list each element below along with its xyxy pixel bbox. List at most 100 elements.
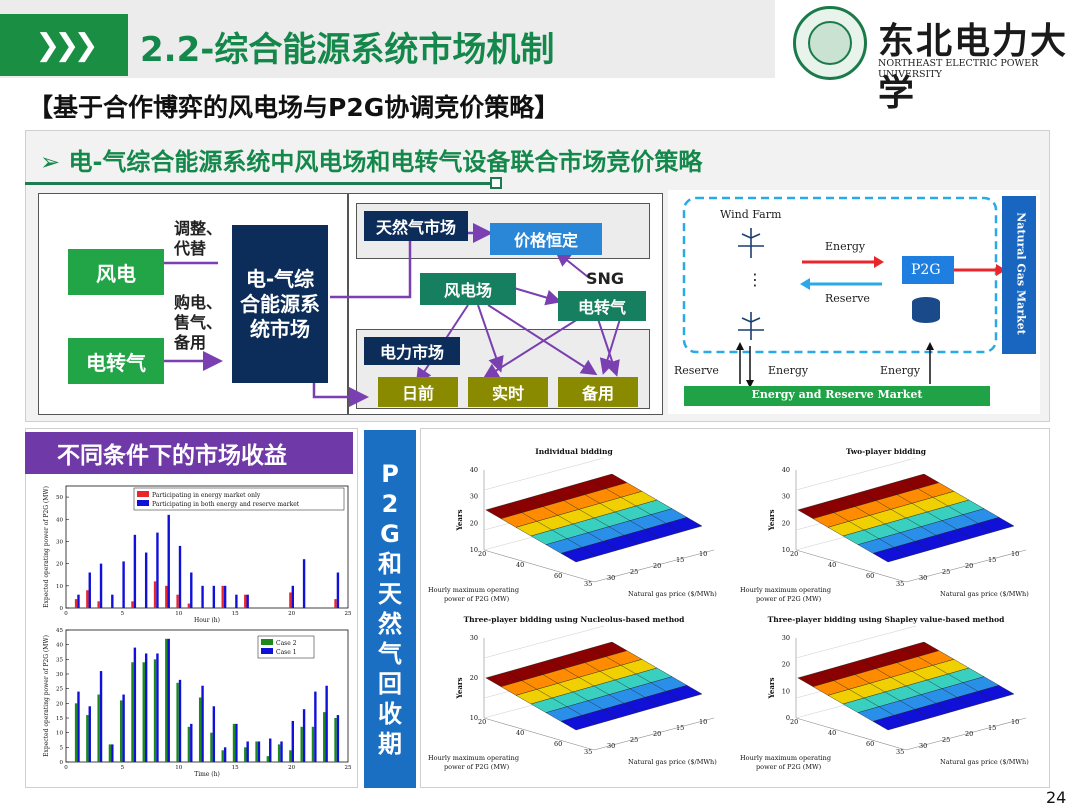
- bar: [201, 685, 204, 762]
- surface-mesh-line: [860, 659, 952, 713]
- x-tick-label: 20: [965, 562, 973, 570]
- bar: [165, 585, 168, 608]
- vertical-title-char: 天: [378, 580, 402, 608]
- bar: [336, 715, 340, 762]
- surface-plot-nucleolus: Three-player bidding using Nucleolus-bas…: [428, 615, 717, 771]
- surface-plot-shapley: Three-player bidding using Shapley value…: [740, 615, 1029, 771]
- surface-mesh-line: [506, 503, 598, 557]
- reserve-mid-label: Reserve: [825, 292, 870, 305]
- z-tick-label: 30: [782, 634, 790, 642]
- bar: [178, 545, 182, 608]
- flow-diagram: 风电 电转气 调整、代替 购电、售气、备用 电-气综合能源系统市场 天然气市场 …: [38, 193, 663, 415]
- y-axis: [795, 549, 907, 583]
- surface-mesh-line: [902, 479, 994, 533]
- bar: [111, 594, 114, 608]
- x-tick-label: 30: [919, 742, 927, 750]
- y-tick-label: 40: [56, 643, 63, 649]
- x-tick-label: 10: [175, 765, 182, 771]
- y-axis-label-line2: power of P2G (MW): [756, 763, 822, 771]
- grid-line: [483, 457, 605, 491]
- section-title: ➢ 电-气综合能源系统中风电场和电转气设备联合市场竞价策略: [40, 142, 702, 177]
- wind-turbine-icon: [738, 312, 764, 340]
- x-tick-label: 10: [175, 611, 182, 617]
- energy-bottom-label-1: Energy: [768, 364, 809, 377]
- y-tick-label: 20: [56, 562, 63, 568]
- y-tick-label: 40: [56, 517, 63, 523]
- x-tick-label: 35: [584, 748, 592, 756]
- x-tick-label: 20: [653, 562, 661, 570]
- y-tick-label: 10: [56, 731, 63, 737]
- section-title-text: 电-气综合能源系统中风电场和电转气设备联合市场竞价策略: [68, 148, 703, 176]
- vertical-title-char: 期: [378, 730, 402, 758]
- legend-entry: Participating in both energy and reserve…: [152, 501, 300, 508]
- grid-line: [795, 457, 917, 491]
- surface-mesh-line: [818, 503, 910, 557]
- market-diagram: Wind Farm Energy P2G Reserve ⋮ Reserve E…: [668, 190, 1040, 414]
- bar: [167, 514, 170, 608]
- bar: [223, 747, 227, 762]
- bar-chart-cases: 0 5 10 15 20 25 30 35 40 45 0 5 10 15 20 25 Expected ope…: [43, 628, 352, 778]
- x-axis-label: Natural gas price ($/MWh): [940, 590, 1029, 598]
- bar: [210, 732, 213, 762]
- y-axis-label-line2: power of P2G (MW): [756, 595, 822, 603]
- surface-mesh-line: [839, 497, 931, 551]
- bar: [74, 703, 78, 762]
- y-tick-label: 50: [56, 495, 63, 501]
- bar: [291, 585, 294, 608]
- y-tick-label: 60: [866, 740, 874, 748]
- bar: [133, 534, 137, 608]
- chevron-icon: ❯❯❯: [0, 14, 128, 76]
- vertical-title-char: G: [380, 520, 400, 548]
- surface-mesh-line: [590, 479, 682, 533]
- y-tick-label: 35: [56, 657, 63, 663]
- y-tick-label: 20: [790, 718, 798, 726]
- y-tick-label: 10: [56, 584, 63, 590]
- bar: [111, 744, 114, 762]
- coin-stack-icon: [912, 297, 940, 323]
- bar: [176, 594, 179, 608]
- surface-title: Three-player bidding using Shapley value…: [768, 615, 1005, 624]
- divider-square: [490, 177, 502, 189]
- z-tick-label: 30: [782, 493, 790, 501]
- bar: [269, 738, 272, 762]
- wind-box: 风电: [68, 249, 164, 295]
- surface-plot-individual: Individual bidding10203040Years204060353…: [428, 447, 717, 603]
- wind-turbine-icon: [738, 228, 764, 258]
- legend-entry: Participating in energy market only: [152, 492, 261, 499]
- surface-mesh-line: [881, 653, 973, 707]
- surface-mesh-line: [548, 659, 640, 713]
- x-tick-label: 25: [345, 765, 352, 771]
- x-tick-label: 10: [1011, 718, 1019, 726]
- y-axis: [483, 717, 595, 751]
- z-axis-label: Years: [455, 509, 464, 531]
- university-name-cn: 东北电力大学: [878, 20, 1069, 114]
- bar: [74, 599, 78, 608]
- y-tick-label: 40: [516, 561, 524, 569]
- slide-subtitle: 【基于合作博弈的风电场与P2G协调竞价策略】: [28, 93, 560, 122]
- bar: [120, 700, 123, 762]
- y-tick-label: 30: [56, 672, 63, 678]
- x-tick-label: 15: [988, 724, 996, 732]
- y-tick-label: 25: [56, 687, 63, 693]
- p2g-box: 电转气: [68, 338, 164, 384]
- x-tick-label: 35: [584, 580, 592, 588]
- x-tick-label: 25: [630, 568, 638, 576]
- university-seal-logo: [793, 6, 867, 80]
- x-tick-label: 35: [896, 748, 904, 756]
- day-ahead-box: 日前: [378, 377, 458, 407]
- bar-chart-energy-market: 0 10 20 30 40 50 0 5 10 15 20 25 Expected operating …: [43, 485, 352, 624]
- z-tick-label: 0: [786, 714, 790, 722]
- bullet-arrow-icon: ➢: [40, 148, 61, 176]
- bar: [289, 592, 292, 608]
- bar: [314, 691, 317, 762]
- z-tick-label: 10: [782, 687, 790, 695]
- vertical-title-char: 然: [378, 610, 402, 638]
- x-tick-label: 0: [64, 765, 68, 771]
- x-tick-label: 20: [965, 730, 973, 738]
- z-axis-label: Years: [767, 677, 776, 699]
- vertical-dots: ⋮: [747, 270, 763, 289]
- y-tick-label: 60: [554, 740, 562, 748]
- surface-mesh-line: [506, 671, 598, 725]
- bar: [122, 561, 125, 608]
